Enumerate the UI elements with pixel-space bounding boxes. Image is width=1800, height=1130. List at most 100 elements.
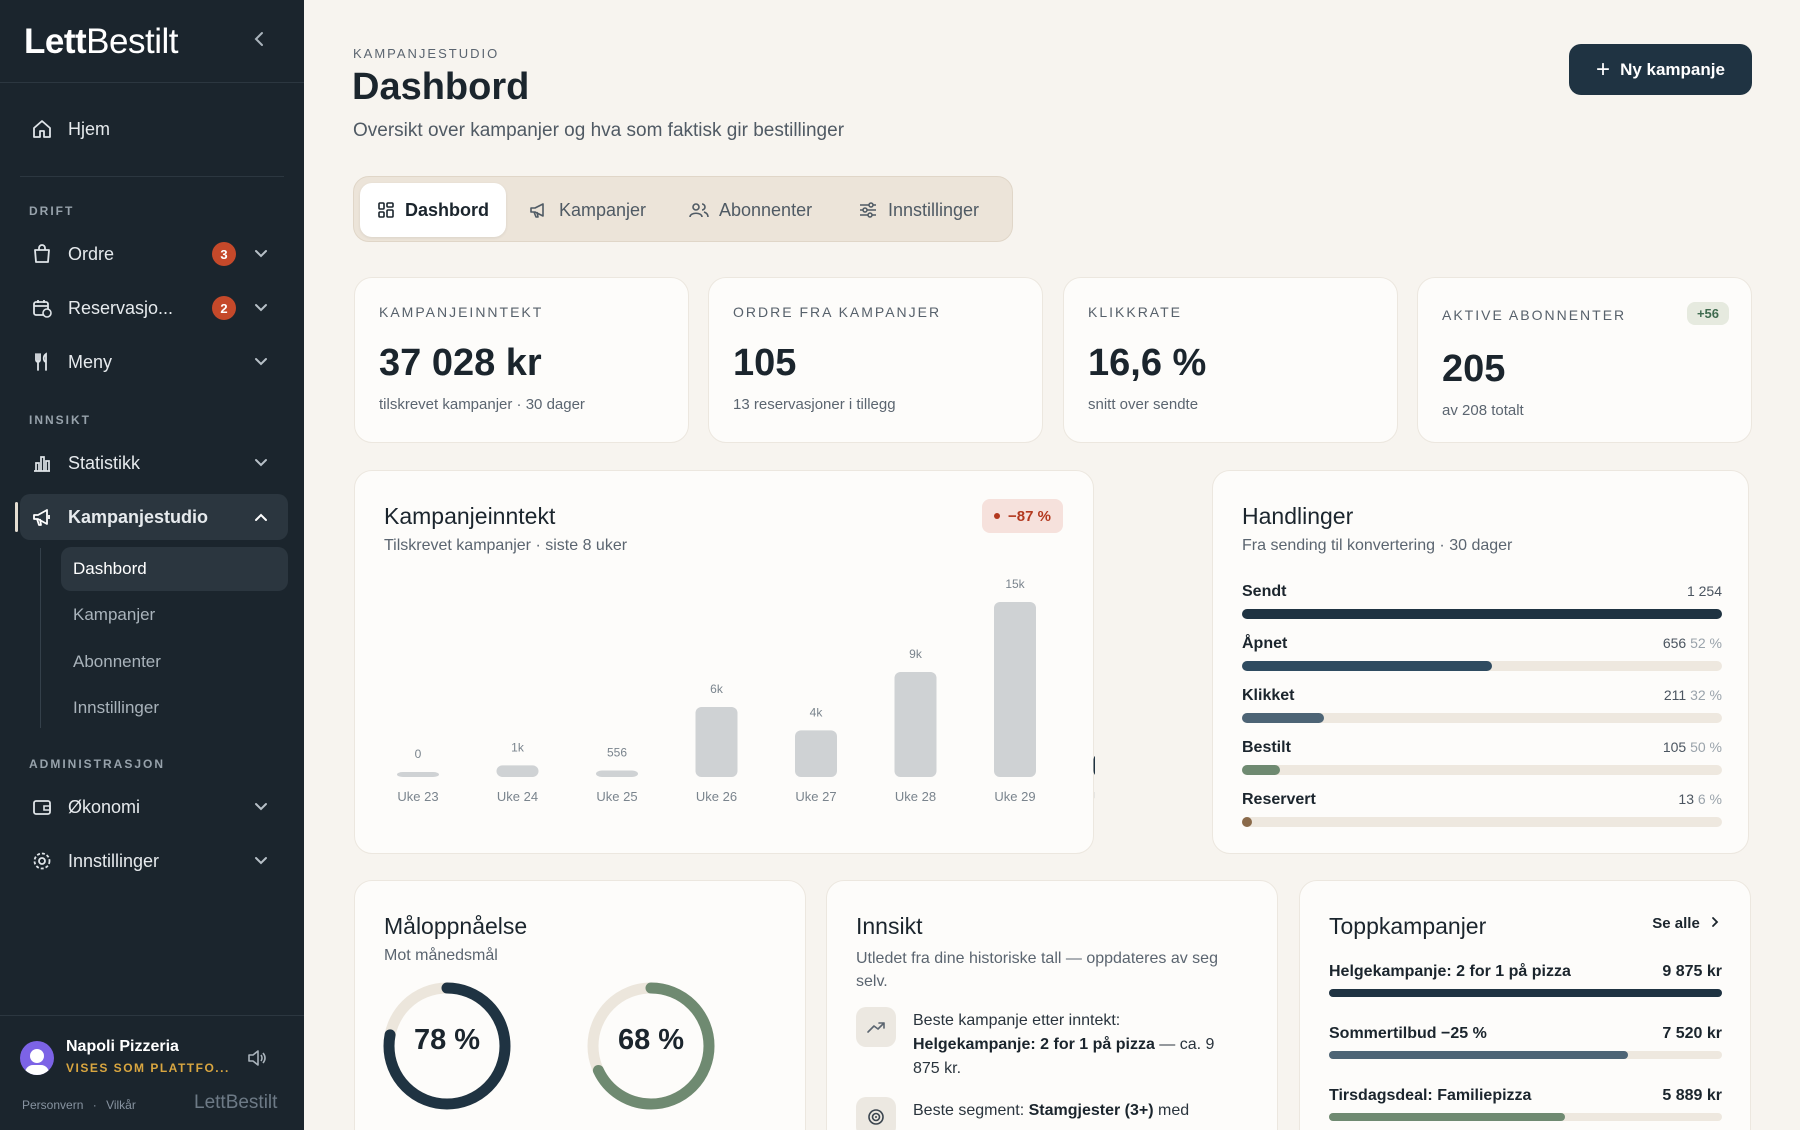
funnel-track (1242, 661, 1722, 671)
sidebar-item-okonomi[interactable]: Økonomi (20, 784, 288, 830)
kpi-subtext: 13 reservasjoner i tillegg (733, 396, 896, 413)
page-subtitle: Oversikt over kampanjer og hva som fakti… (353, 120, 845, 141)
users-icon (689, 201, 709, 219)
count-badge: 3 (212, 242, 236, 266)
funnel-label: Klikket (1242, 687, 1295, 704)
tab-bar: Dashbord Kampanjer Abonnenter Innstillin… (353, 176, 1013, 242)
tab-kampanjer[interactable]: Kampanjer (512, 183, 663, 237)
shopping-bag-icon (30, 242, 54, 266)
collapse-sidebar-icon[interactable] (252, 28, 272, 52)
funnel-value: 105 50 % (1662, 739, 1722, 755)
kpi-card-revenue: KAMPANJEINNTEKT 37 028 kr tilskrevet kam… (354, 277, 689, 443)
sidebar-item-label: Statistikk (68, 452, 141, 473)
separator: · (92, 1098, 97, 1112)
bar-value-label: 4k (810, 705, 824, 719)
funnel-track (1242, 765, 1722, 775)
subitem-abonnenter[interactable]: Abonnenter (73, 652, 161, 671)
sidebar-item-label: Reservasjo... (68, 297, 174, 318)
bar-chart: 0 Uke 23 1k Uke 24 556 Uke 25 6k Uke 26 4k Uke 27… (397, 577, 1096, 804)
privacy-link[interactable]: Personvern (22, 1098, 84, 1112)
sidebar-item-innstillinger[interactable]: Innstillinger (20, 838, 288, 884)
chevron-down-icon (254, 357, 272, 367)
kpi-value: 37 028 kr (379, 342, 542, 384)
kpi-label: KLIKKRATE (1088, 304, 1182, 320)
delta-badge: +56 (1686, 302, 1729, 325)
funnel-track (1242, 713, 1722, 723)
bar-value-label: 0 (415, 747, 422, 761)
sidebar-item-home[interactable]: Hjem (20, 106, 288, 152)
bar[interactable] (596, 770, 638, 777)
bar[interactable] (1093, 754, 1096, 777)
user-panel[interactable]: Napoli Pizzeria VISES SOM PLATTFO... Per… (0, 1015, 304, 1130)
section-label-innsikt: INNSIKT (29, 413, 91, 427)
campaign-name: Sommertilbud −25 % (1329, 1025, 1487, 1042)
bar[interactable] (795, 730, 837, 777)
donut-arc (587, 982, 715, 1110)
tab-abonnenter[interactable]: Abonnenter (672, 183, 829, 237)
bar-value-label: 1k (511, 740, 525, 754)
sidebar-item-reservasjoner[interactable]: Reservasjo... 2 (20, 285, 288, 331)
subitem-innstillinger[interactable]: Innstillinger (73, 698, 159, 717)
breadcrumb: KAMPANJESTUDIO (353, 46, 500, 61)
bar[interactable] (994, 602, 1036, 777)
avatar (20, 1041, 54, 1075)
kpi-subtext: snitt over sendte (1088, 396, 1199, 413)
sidebar-item-kampanjestudio[interactable]: Kampanjestudio (15, 494, 288, 540)
campaign-fill (1329, 1051, 1628, 1059)
tab-label: Dashbord (405, 199, 490, 220)
kpi-label: KAMPANJEINNTEKT (379, 304, 544, 320)
bar[interactable] (397, 772, 439, 777)
new-campaign-button[interactable]: + Ny kampanje (1569, 44, 1752, 95)
subitem-dashbord[interactable]: Dashbord (61, 547, 288, 591)
divider (0, 82, 304, 83)
see-all-label: Se alle (1652, 915, 1700, 932)
sidebar-item-ordre[interactable]: Ordre 3 (20, 231, 288, 277)
tab-innstillinger[interactable]: Innstillinger (841, 183, 996, 237)
kpi-card-subscribers: AKTIVE ABONNENTER +56 205 av 208 totalt (1417, 277, 1752, 443)
bar[interactable] (894, 672, 937, 777)
campaign-fill (1329, 1113, 1565, 1121)
funnel-card: Handlinger Fra sending til konvertering … (1212, 470, 1749, 854)
insight-text: Beste segment: Stamgjester (3+) med (913, 1102, 1190, 1119)
target-icon (856, 1097, 896, 1130)
subitem-kampanjer[interactable]: Kampanjer (73, 605, 156, 624)
home-icon (30, 117, 54, 141)
see-all-link[interactable]: Se alle (1652, 915, 1720, 932)
page-title: Dashbord (352, 66, 530, 108)
sidebar-item-statistikk[interactable]: Statistikk (20, 440, 288, 486)
funnel-track (1242, 817, 1722, 827)
funnel-fill (1242, 713, 1324, 723)
megaphone-icon (30, 505, 54, 529)
bar[interactable] (695, 707, 738, 777)
submenu-line (40, 548, 41, 728)
card-title: Måloppnåelse (384, 913, 528, 939)
user-name: Napoli Pizzeria (66, 1038, 179, 1055)
funnel-track (1242, 609, 1722, 619)
campaign-value: 5 889 kr (1662, 1087, 1722, 1104)
terms-link[interactable]: Vilkår (106, 1098, 136, 1112)
bar[interactable] (496, 765, 539, 777)
sidebar-item-meny[interactable]: Meny (20, 339, 288, 385)
campaign-name: Tirsdagsdeal: Familiepizza (1329, 1087, 1532, 1104)
card-title: Handlinger (1242, 503, 1354, 529)
card-subtitle: Mot månedsmål (384, 947, 498, 964)
chevron-down-icon (254, 802, 272, 812)
donut-label: 68 % (617, 1024, 685, 1056)
donut-chart: 78 % (382, 981, 512, 1111)
gear-icon (30, 849, 54, 873)
brand-logo[interactable]: LettBestilt (24, 22, 178, 61)
plus-icon: + (1596, 55, 1611, 83)
x-tick-label: Uke 27 (795, 789, 836, 804)
kpi-value: 16,6 % (1088, 342, 1207, 384)
user-role: VISES SOM PLATTFO... (66, 1061, 230, 1075)
campaign-track (1329, 989, 1722, 997)
section-label-drift: DRIFT (29, 204, 75, 218)
campaign-value: 7 520 kr (1662, 1025, 1722, 1042)
bar-value-label: 6k (710, 682, 724, 696)
trending-up-icon (856, 1007, 896, 1047)
speaker-icon[interactable] (246, 1048, 268, 1073)
kpi-value: 205 (1442, 348, 1506, 390)
funnel-value: 211 32 % (1663, 687, 1722, 703)
tab-dashbord[interactable]: Dashbord (360, 183, 507, 237)
chevron-down-icon (254, 249, 272, 259)
